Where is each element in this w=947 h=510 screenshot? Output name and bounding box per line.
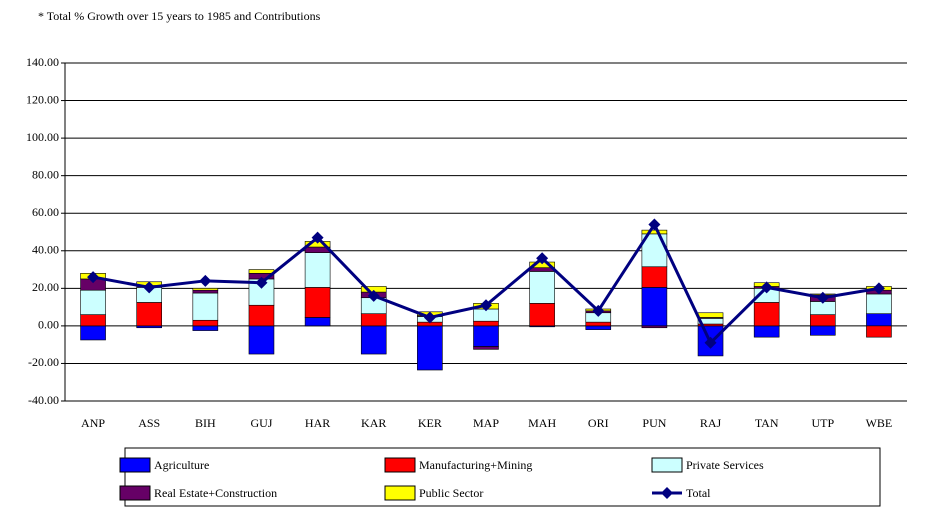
legend-label: Manufacturing+Mining — [419, 458, 532, 472]
legend-box — [124, 447, 881, 507]
x-tick-label: BIH — [195, 416, 216, 430]
x-tick-label: ORI — [588, 416, 609, 430]
bar — [304, 252, 331, 288]
legend-label: Total — [686, 486, 711, 500]
bar — [80, 289, 106, 315]
total-marker — [423, 311, 436, 324]
legend-swatch — [384, 485, 416, 501]
x-tick-label: UTP — [811, 416, 834, 430]
bar — [473, 325, 499, 347]
x-tick-label: KAR — [361, 416, 386, 430]
bar — [192, 288, 219, 291]
y-tick-label: 0.00 — [38, 318, 59, 332]
bar — [80, 325, 106, 341]
bar — [697, 312, 724, 318]
legend-swatch — [384, 457, 416, 473]
legend-label: Real Estate+Construction — [154, 486, 277, 500]
x-tick-label: KER — [418, 416, 442, 430]
legend-swatch — [119, 485, 151, 501]
bar — [192, 292, 219, 321]
total-marker — [704, 336, 717, 349]
y-tick-label: 20.00 — [32, 280, 59, 294]
total-marker — [199, 274, 212, 287]
bar — [866, 313, 892, 327]
x-tick-label: GUJ — [250, 416, 272, 430]
total-marker — [648, 218, 661, 231]
bar — [809, 314, 836, 327]
x-tick-label: ASS — [138, 416, 160, 430]
bar — [641, 266, 668, 288]
total-marker — [255, 276, 268, 289]
bar — [192, 319, 219, 327]
bar — [360, 313, 387, 327]
legend-swatch — [651, 457, 683, 473]
y-tick-label: 120.00 — [26, 92, 59, 106]
bar — [417, 325, 443, 371]
y-tick-label: -20.00 — [28, 355, 59, 369]
bar — [248, 304, 275, 327]
bar — [753, 325, 780, 338]
bar — [641, 229, 668, 235]
x-tick-label: ANP — [81, 416, 105, 430]
bar — [866, 293, 892, 314]
total-marker — [367, 289, 380, 302]
x-tick-label: HAR — [305, 416, 330, 430]
bar — [248, 325, 275, 355]
chart-title: * Total % Growth over 15 years to 1985 a… — [38, 9, 321, 23]
total-marker — [592, 304, 605, 317]
legend-label: Agriculture — [154, 458, 209, 472]
bar — [136, 302, 162, 327]
bar — [753, 302, 780, 327]
legend-label: Private Services — [686, 458, 764, 472]
x-tick-label: TAN — [755, 416, 779, 430]
total-marker — [480, 299, 492, 312]
bar — [641, 287, 668, 327]
y-tick-label: 140.00 — [26, 55, 59, 69]
bar — [529, 303, 555, 327]
bar — [192, 325, 219, 331]
total-marker — [872, 282, 885, 295]
x-tick-label: MAH — [528, 416, 556, 430]
x-tick-label: PUN — [642, 416, 666, 430]
bar — [473, 320, 499, 327]
y-tick-label: 60.00 — [32, 205, 59, 219]
bar — [809, 325, 836, 336]
bar — [192, 289, 219, 294]
total-marker — [760, 281, 773, 294]
bar — [248, 269, 275, 274]
total-marker — [816, 291, 829, 304]
legend-label: Public Sector — [419, 486, 483, 500]
y-tick-label: 80.00 — [32, 167, 59, 181]
bar — [304, 287, 331, 318]
total-marker — [311, 231, 324, 244]
bar — [585, 325, 612, 330]
bar — [866, 325, 892, 338]
bar — [473, 346, 499, 350]
total-marker — [536, 252, 549, 265]
legend-swatch — [119, 457, 151, 473]
bar — [360, 325, 387, 355]
x-tick-label: RAJ — [700, 416, 722, 430]
bar — [80, 314, 106, 327]
y-tick-label: -40.00 — [28, 393, 59, 407]
legend-swatch — [661, 487, 673, 499]
y-tick-label: 40.00 — [32, 243, 59, 257]
x-tick-label: MAP — [473, 416, 499, 430]
bar — [529, 271, 555, 304]
total-marker — [87, 271, 100, 284]
bar — [585, 321, 612, 327]
total-marker — [143, 281, 156, 294]
bar — [641, 325, 668, 329]
x-tick-label: WBE — [866, 416, 893, 430]
y-tick-label: 100.00 — [26, 130, 59, 144]
bar — [304, 317, 331, 327]
